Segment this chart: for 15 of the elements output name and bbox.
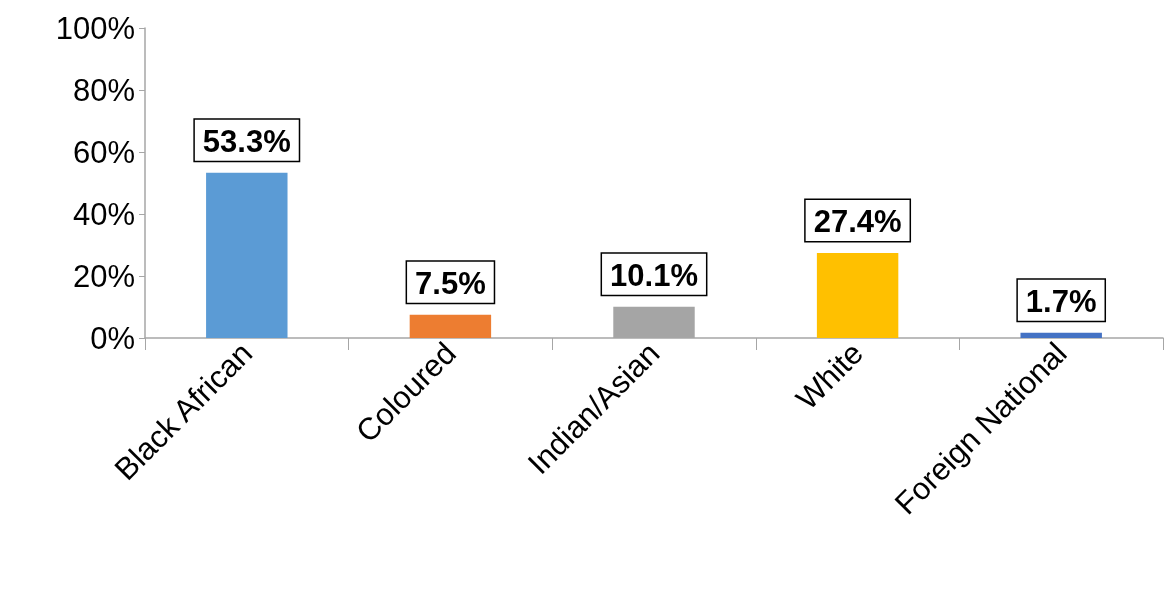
y-tick-label: 20% xyxy=(72,258,135,294)
bar xyxy=(206,172,288,338)
data-label: 27.4% xyxy=(813,204,902,240)
y-tick-label: 100% xyxy=(55,10,135,46)
data-label: 53.3% xyxy=(202,123,291,159)
data-label: 7.5% xyxy=(415,265,486,301)
y-tick-label: 80% xyxy=(72,72,135,108)
y-tick-label: 40% xyxy=(72,196,135,232)
y-tick-label: 60% xyxy=(72,134,135,170)
y-tick-label: 0% xyxy=(90,320,135,356)
bar xyxy=(816,253,899,338)
data-label: 10.1% xyxy=(610,257,698,293)
bar xyxy=(409,314,492,338)
bar xyxy=(1020,332,1102,338)
data-label: 1.7% xyxy=(1025,283,1097,319)
